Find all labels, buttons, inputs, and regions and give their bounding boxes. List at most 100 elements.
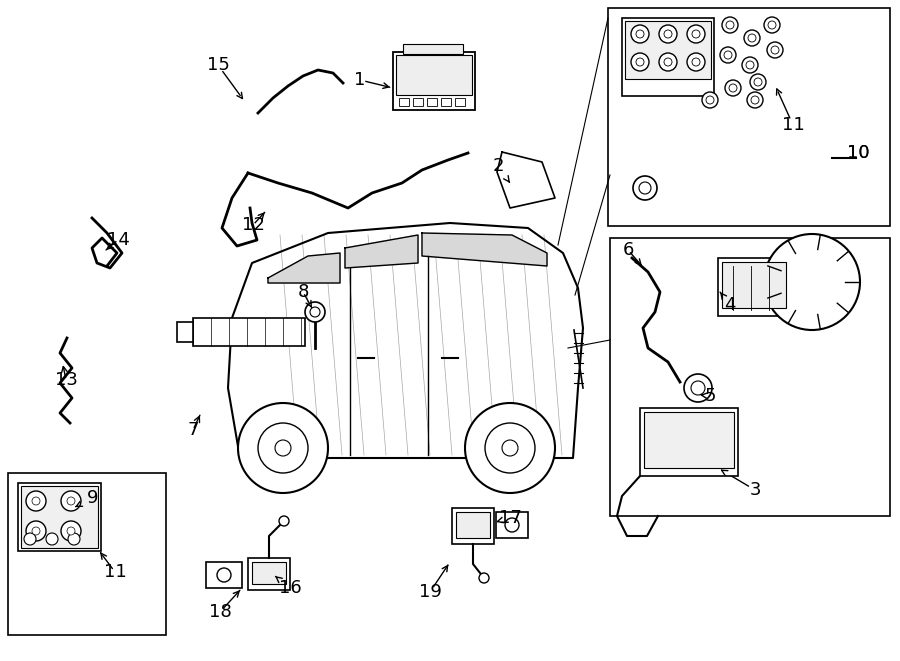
Circle shape [217, 568, 231, 582]
Text: 16: 16 [279, 579, 302, 597]
Circle shape [465, 403, 555, 493]
Circle shape [724, 51, 732, 59]
Circle shape [729, 84, 737, 92]
Bar [610, 238, 890, 516]
Circle shape [771, 46, 779, 54]
Text: 18: 18 [209, 603, 231, 621]
Circle shape [692, 58, 700, 66]
Circle shape [692, 30, 700, 38]
Circle shape [764, 234, 860, 330]
Circle shape [238, 403, 328, 493]
Circle shape [744, 30, 760, 46]
Circle shape [24, 533, 36, 545]
Polygon shape [268, 253, 340, 283]
Text: 12: 12 [241, 216, 265, 234]
Bar [396, 55, 472, 95]
Circle shape [639, 182, 651, 194]
Bar [456, 512, 490, 538]
Circle shape [659, 25, 677, 43]
Circle shape [32, 527, 40, 535]
Bar [18, 483, 101, 551]
Circle shape [706, 96, 714, 104]
Circle shape [631, 25, 649, 43]
Circle shape [67, 527, 75, 535]
Circle shape [764, 17, 780, 33]
Circle shape [767, 42, 783, 58]
Circle shape [68, 533, 80, 545]
Bar [399, 98, 409, 106]
Bar [452, 508, 494, 544]
Circle shape [726, 21, 734, 29]
Circle shape [702, 92, 718, 108]
Circle shape [722, 17, 738, 33]
Text: 9: 9 [87, 489, 99, 507]
Bar [21, 486, 98, 548]
Circle shape [720, 47, 736, 63]
Text: 3: 3 [749, 481, 760, 499]
Circle shape [691, 381, 705, 395]
Text: 5: 5 [704, 387, 716, 405]
Circle shape [747, 92, 763, 108]
Bar [413, 98, 423, 106]
Circle shape [258, 423, 308, 473]
Circle shape [664, 30, 672, 38]
Bar [441, 98, 451, 106]
Circle shape [61, 491, 81, 511]
Bar [622, 18, 714, 96]
Text: 11: 11 [104, 563, 126, 581]
Bar [248, 558, 290, 590]
Bar [393, 52, 475, 110]
Text: 13: 13 [55, 371, 77, 389]
Circle shape [684, 374, 712, 402]
Bar [455, 98, 465, 106]
Circle shape [687, 53, 705, 71]
Text: 8: 8 [297, 283, 309, 301]
Circle shape [754, 78, 762, 86]
Bar [427, 98, 437, 106]
Polygon shape [345, 235, 418, 268]
Bar [193, 318, 305, 346]
Text: 6: 6 [622, 241, 634, 259]
Circle shape [631, 53, 649, 71]
Text: 4: 4 [724, 296, 736, 314]
Text: 11: 11 [781, 116, 805, 134]
Bar [718, 258, 790, 316]
Bar [206, 562, 242, 588]
Bar [722, 262, 786, 308]
Bar [496, 512, 528, 538]
Text: 1: 1 [355, 71, 365, 89]
Circle shape [505, 518, 519, 532]
Bar [403, 44, 463, 54]
Circle shape [768, 21, 776, 29]
Circle shape [485, 423, 535, 473]
Bar [8, 473, 166, 635]
Circle shape [633, 176, 657, 200]
Text: 19: 19 [418, 583, 441, 601]
Text: 7: 7 [187, 421, 199, 439]
Bar [177, 322, 193, 342]
Circle shape [61, 521, 81, 541]
Text: 14: 14 [106, 231, 130, 249]
Text: 2: 2 [492, 157, 504, 175]
Circle shape [748, 34, 756, 42]
Circle shape [664, 58, 672, 66]
Text: 10: 10 [847, 144, 869, 162]
Circle shape [502, 440, 518, 456]
Circle shape [26, 491, 46, 511]
Bar [640, 408, 738, 476]
Text: 15: 15 [207, 56, 230, 74]
Text: 10: 10 [847, 144, 869, 162]
Circle shape [746, 61, 754, 69]
Circle shape [479, 573, 489, 583]
Circle shape [275, 440, 291, 456]
Circle shape [750, 74, 766, 90]
Circle shape [636, 58, 644, 66]
Bar [644, 412, 734, 468]
Text: 17: 17 [499, 509, 521, 527]
Bar [252, 562, 286, 584]
Polygon shape [497, 152, 555, 208]
Polygon shape [422, 233, 547, 266]
Polygon shape [228, 223, 583, 458]
Circle shape [636, 30, 644, 38]
Bar [608, 8, 890, 226]
